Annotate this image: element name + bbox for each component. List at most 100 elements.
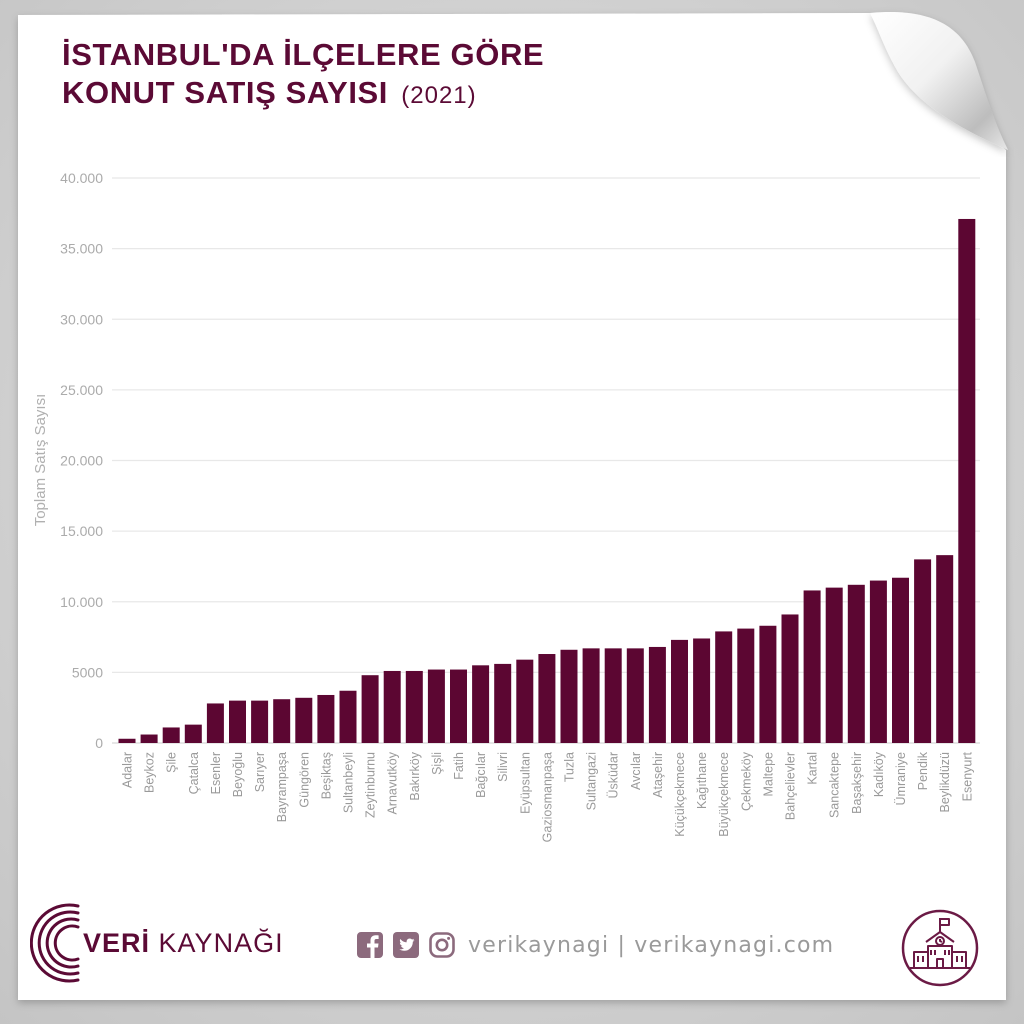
x-tick-label: Adalar [121, 752, 135, 788]
bar-çatalca [184, 724, 202, 743]
bar-kağıthane [693, 638, 711, 743]
paper-sheet [18, 13, 1006, 1000]
x-tick-label: Tuzla [563, 752, 577, 782]
bar-büyükçekmece [715, 631, 733, 743]
x-tick-label: Gaziosmanpaşa [540, 752, 554, 842]
chart-subtitle-year: (2021) [401, 82, 477, 109]
bar-zeytinburnu [361, 675, 379, 743]
x-tick-label: Esenyurt [960, 751, 974, 801]
x-tick-label: Avcılar [629, 752, 643, 790]
bar-beykoz [140, 734, 158, 743]
y-tick-label: 25.000 [60, 382, 103, 398]
bar-sultanbeyli [339, 690, 357, 743]
instagram-icon [429, 932, 455, 958]
x-tick-label: Sarıyer [253, 752, 267, 792]
x-tick-label: Beylikdüzü [938, 752, 952, 812]
social-handle-and-website: verikaynagi | verikaynagi.com [468, 933, 835, 958]
bar-esenyurt [958, 218, 976, 743]
x-tick-label: Maltepe [761, 752, 775, 797]
social-icons [356, 931, 456, 959]
x-tick-label: Ataşehir [651, 752, 665, 798]
x-tick-label: Beyoğlu [231, 752, 245, 797]
x-tick-label: Arnavutköy [386, 751, 400, 814]
x-tick-label: Güngören [297, 752, 311, 808]
bar-bayrampaşa [273, 699, 291, 743]
bar-arnavutköy [383, 670, 401, 743]
x-tick-label: Pendik [916, 751, 930, 790]
y-tick-label: 15.000 [60, 523, 103, 539]
bar-çekmeköy [737, 628, 755, 743]
bars [118, 218, 976, 743]
bar-kadıköy [869, 580, 887, 743]
x-tick-label: Beykoz [143, 752, 157, 793]
x-tick-label: Büyükçekmece [717, 752, 731, 837]
bar-sancaktepe [825, 587, 843, 743]
bar-küçükçekmece [671, 639, 688, 743]
x-tick-label: Sultangazi [585, 752, 599, 810]
x-tick-label: Bayrampaşa [275, 752, 289, 822]
bar-fatih [450, 669, 467, 743]
bar-ümraniye [892, 577, 909, 743]
y-tick-label: 40.000 [60, 170, 103, 186]
chart-title: İSTANBUL'DA İLÇELERE GÖRE KONUT SATIŞ SA… [62, 36, 544, 115]
bar-silivri [494, 663, 512, 743]
x-tick-label: Silivri [496, 752, 510, 782]
bar-pendik [914, 559, 932, 743]
title-line-2: KONUT SATIŞ SAYISI [62, 75, 389, 110]
bar-başakşehir [847, 584, 865, 743]
bar-kartal [803, 590, 821, 743]
bar-beyoğlu [229, 700, 246, 743]
bar-beşiktaş [317, 694, 335, 743]
x-tick-label: Sultanbeyli [342, 752, 356, 813]
y-tick-label: 5000 [72, 664, 103, 680]
bar-avcılar [626, 648, 644, 743]
x-tick-label: Bakırköy [408, 751, 422, 800]
x-tick-label: Kağıthane [695, 752, 709, 809]
x-tick-label: Çatalca [187, 752, 201, 794]
x-tick-label: Bahçelievler [784, 752, 798, 820]
y-tick-label: 30.000 [60, 311, 103, 327]
brand-logo-arcs-icon [30, 903, 80, 983]
bar-şişli [427, 669, 445, 743]
bar-maltepe [759, 625, 777, 743]
x-tick-label: Ümraniye [894, 752, 908, 806]
y-tick-label: 20.000 [60, 453, 103, 469]
x-tick-label: Şişli [430, 752, 444, 775]
bar-sultangazi [582, 648, 600, 743]
x-tick-label: Fatih [452, 752, 466, 780]
bar-bahçelievler [781, 614, 799, 743]
bar-gaziosmanpaşa [538, 654, 556, 743]
bar-sarıyer [251, 700, 269, 743]
x-tick-label: Çekmeköy [739, 751, 753, 811]
bar-beylikdüzü [936, 555, 954, 743]
y-axis-ticks: 0 5000 10.000 15.000 20.000 25.000 30.000 35.00… [60, 170, 103, 751]
x-tick-label: Esenler [209, 752, 223, 794]
x-tick-label: Başakşehir [850, 752, 864, 814]
x-tick-label: Beşiktaş [319, 752, 333, 799]
x-tick-label: Küçükçekmece [673, 752, 687, 837]
x-tick-label: Kartal [806, 752, 820, 785]
bar-eyüpsultan [516, 659, 534, 743]
x-tick-label: Bağcılar [474, 752, 488, 798]
x-tick-label: Üsküdar [607, 752, 621, 799]
bar-bağcılar [472, 665, 490, 743]
brand-name-regular: KAYNAĞI [158, 928, 284, 958]
school-building-icon [901, 909, 979, 987]
x-axis-labels: Adalar Beykoz Şile Çatalca Esenler Beyoğlu Sar… [121, 751, 975, 842]
bar-adalar [118, 738, 136, 743]
x-tick-label: Zeytinburnu [364, 752, 378, 818]
brand-name: VERİ KAYNAĞI [83, 928, 284, 959]
title-line-1: İSTANBUL'DA İLÇELERE GÖRE [62, 37, 545, 72]
bar-güngören [295, 697, 313, 743]
bar-üsküdar [604, 648, 622, 743]
y-axis-label: Toplam Satış Sayısı [32, 394, 49, 527]
bar-şile [162, 727, 180, 743]
bar-bakırköy [405, 670, 423, 743]
y-tick-label: 10.000 [60, 594, 103, 610]
bar-ataşehir [648, 646, 666, 743]
y-tick-label: 0 [95, 735, 103, 751]
bar-esenler [206, 703, 224, 743]
y-tick-label: 35.000 [60, 241, 103, 257]
